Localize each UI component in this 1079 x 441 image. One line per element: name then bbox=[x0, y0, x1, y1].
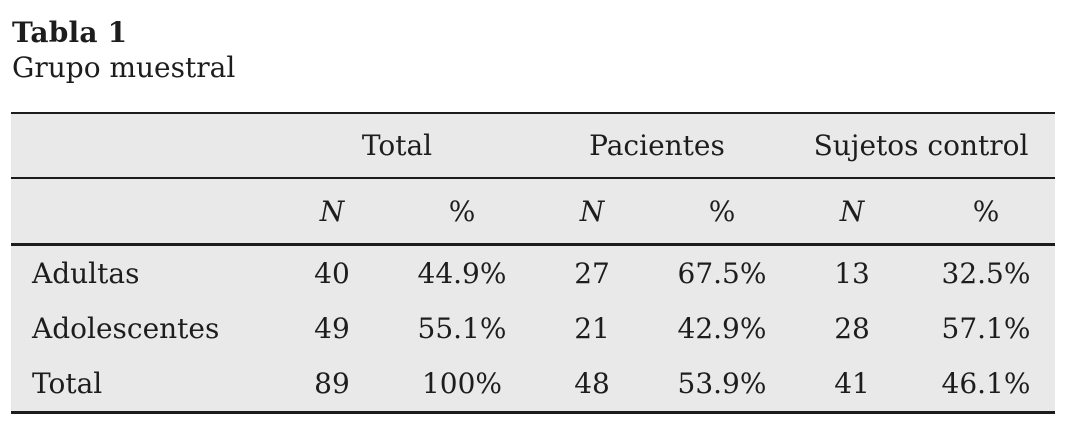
subheader-row: N % N % N % bbox=[11, 178, 1056, 245]
table-cell: 44.9% bbox=[417, 257, 507, 290]
col-header-total-n: N bbox=[319, 194, 345, 228]
row-label: Total bbox=[32, 367, 103, 400]
col-header-controls-n: N bbox=[839, 194, 865, 228]
table-cell: 32.5% bbox=[941, 257, 1031, 290]
table-cell: 53.9% bbox=[677, 367, 767, 400]
table-cell: 27 bbox=[574, 257, 610, 290]
col-header-total-pct: % bbox=[448, 194, 476, 228]
table-cell: 40 bbox=[314, 257, 350, 290]
col-group-total: Total bbox=[361, 129, 433, 162]
table-caption-number: Tabla 1 bbox=[12, 16, 128, 49]
table-cell: 49 bbox=[314, 312, 350, 345]
col-group-patients: Pacientes bbox=[589, 129, 725, 162]
row-label: Adultas bbox=[32, 257, 140, 290]
table-cell: 46.1% bbox=[941, 367, 1031, 400]
table-cell: 13 bbox=[834, 257, 870, 290]
corner-cell bbox=[11, 178, 267, 245]
table-header: Total Pacientes Sujetos control N % N % … bbox=[11, 113, 1056, 245]
table-caption-title: Grupo muestral bbox=[12, 51, 236, 84]
table-cell: 48 bbox=[574, 367, 610, 400]
table-cell: 42.9% bbox=[677, 312, 767, 345]
table-cell: 55.1% bbox=[417, 312, 507, 345]
table-cell: 21 bbox=[574, 312, 610, 345]
table-row-total: Total 89 100% 48 53.9% 41 46.1% bbox=[11, 356, 1055, 413]
table-cell: 41 bbox=[834, 367, 870, 400]
corner-cell bbox=[11, 113, 267, 178]
table-cell: 67.5% bbox=[677, 257, 767, 290]
table-cell: 89 bbox=[314, 367, 350, 400]
col-group-controls: Sujetos control bbox=[813, 129, 1029, 162]
table-row-adultas: Adultas 40 44.9% 27 67.5% 13 32.5% bbox=[11, 245, 1055, 302]
col-header-patients-n: N bbox=[579, 194, 605, 228]
table-cell: 57.1% bbox=[941, 312, 1031, 345]
paper-table-figure: Tabla 1 Grupo muestral Total Pacientes S… bbox=[11, 0, 1056, 414]
table-body: Adultas 40 44.9% 27 67.5% 13 32.5% Adole… bbox=[11, 245, 1055, 413]
group-header-row: Total Pacientes Sujetos control bbox=[11, 113, 1056, 178]
table-cell: 100% bbox=[421, 367, 503, 400]
col-header-patients-pct: % bbox=[708, 194, 736, 228]
table-caption: Tabla 1 Grupo muestral bbox=[12, 15, 1055, 85]
sample-group-table: Total Pacientes Sujetos control N % N % … bbox=[11, 112, 1056, 414]
table-row-adolescentes: Adolescentes 49 55.1% 21 42.9% 28 57.1% bbox=[11, 301, 1055, 356]
table-cell: 28 bbox=[834, 312, 870, 345]
row-label: Adolescentes bbox=[32, 312, 220, 345]
col-header-controls-pct: % bbox=[972, 194, 1000, 228]
